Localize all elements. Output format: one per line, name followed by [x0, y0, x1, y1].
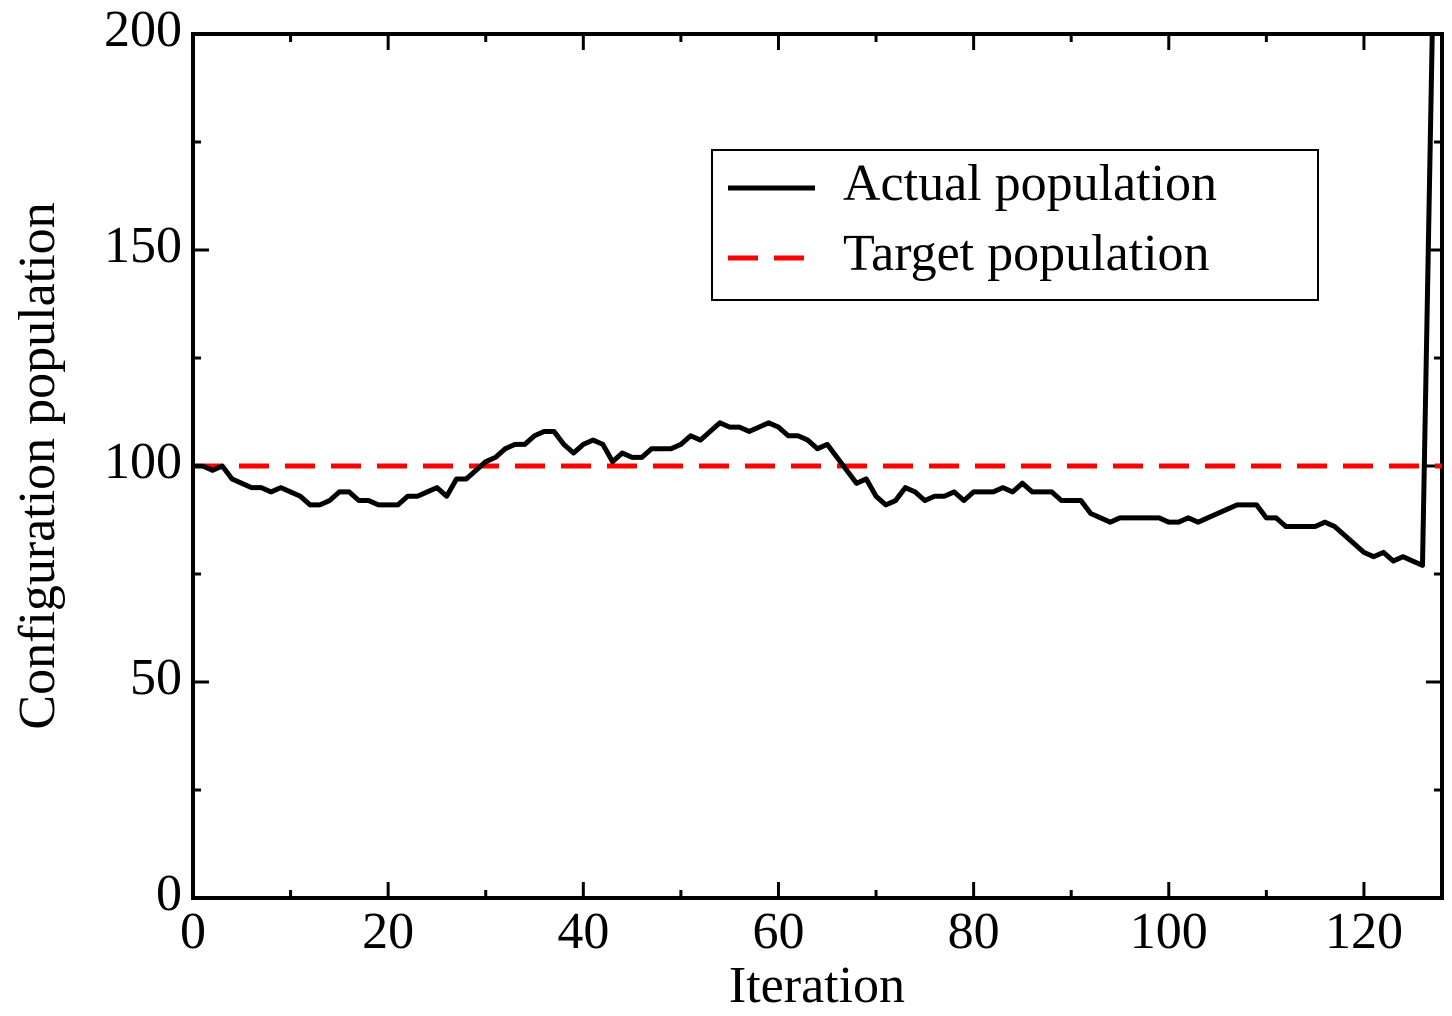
y-tick-label: 0	[156, 865, 182, 922]
x-tick-label: 100	[1130, 903, 1208, 960]
y-tick-label: 100	[104, 433, 182, 490]
y-tick-label: 50	[130, 649, 182, 706]
x-tick-label: 20	[362, 903, 414, 960]
y-axis-label: Configuration population	[9, 202, 66, 729]
x-tick-label: 80	[948, 903, 1000, 960]
x-tick-label: 0	[180, 903, 206, 960]
x-axis-label: Iteration	[729, 957, 905, 1014]
x-tick-label: 60	[752, 903, 804, 960]
legend-label: Actual population	[843, 155, 1217, 212]
data-line	[193, 33, 1435, 568]
legend-label: Target population	[843, 225, 1210, 282]
legend-box	[711, 149, 1319, 301]
y-tick-label: 200	[104, 1, 182, 58]
x-tick-label: 40	[557, 903, 609, 960]
x-tick-label: 120	[1325, 903, 1403, 960]
y-tick-label: 150	[104, 217, 182, 274]
